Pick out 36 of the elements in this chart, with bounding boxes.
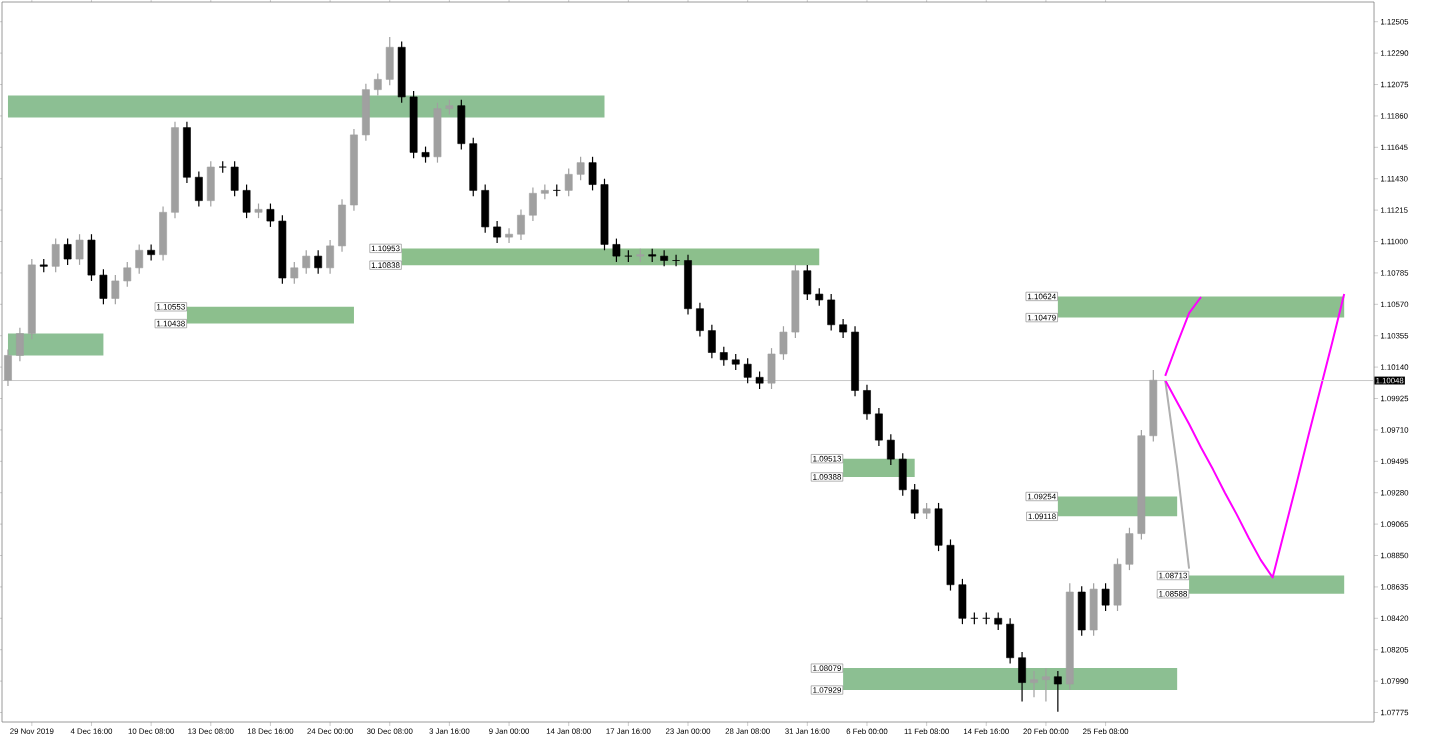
candlestick [147,243,156,262]
candlestick [875,407,883,447]
candlestick [4,348,12,387]
candlestick [1089,582,1098,637]
candlestick [385,36,394,86]
candlestick [194,170,203,208]
candlestick [696,302,704,338]
candlestick [373,72,382,97]
candlestick [1077,585,1086,637]
candlestick [1006,617,1015,665]
candlestick [886,433,895,466]
candlestick [1018,651,1026,703]
candlestick [827,293,836,332]
candlestick [839,318,847,339]
candlestick [1042,667,1050,703]
candlestick [529,186,537,222]
candlestick [314,249,323,275]
candlestick [481,183,490,234]
candlestick [338,198,346,253]
candlestick [660,249,669,267]
candlestick [326,239,334,275]
candlestick [719,346,728,367]
candlestick [707,324,716,359]
candlestick [206,160,215,208]
candlestick [159,205,167,262]
candlestick [51,237,60,273]
candlestick [493,220,501,244]
candlestick [1053,670,1062,713]
candlestick [63,237,72,266]
candlestick [16,327,24,362]
candlestick [75,233,84,266]
candlestick [1101,582,1110,612]
candlestick [517,208,525,241]
candlestick [505,227,513,244]
candlestick [362,83,370,142]
candlestick [863,384,871,421]
